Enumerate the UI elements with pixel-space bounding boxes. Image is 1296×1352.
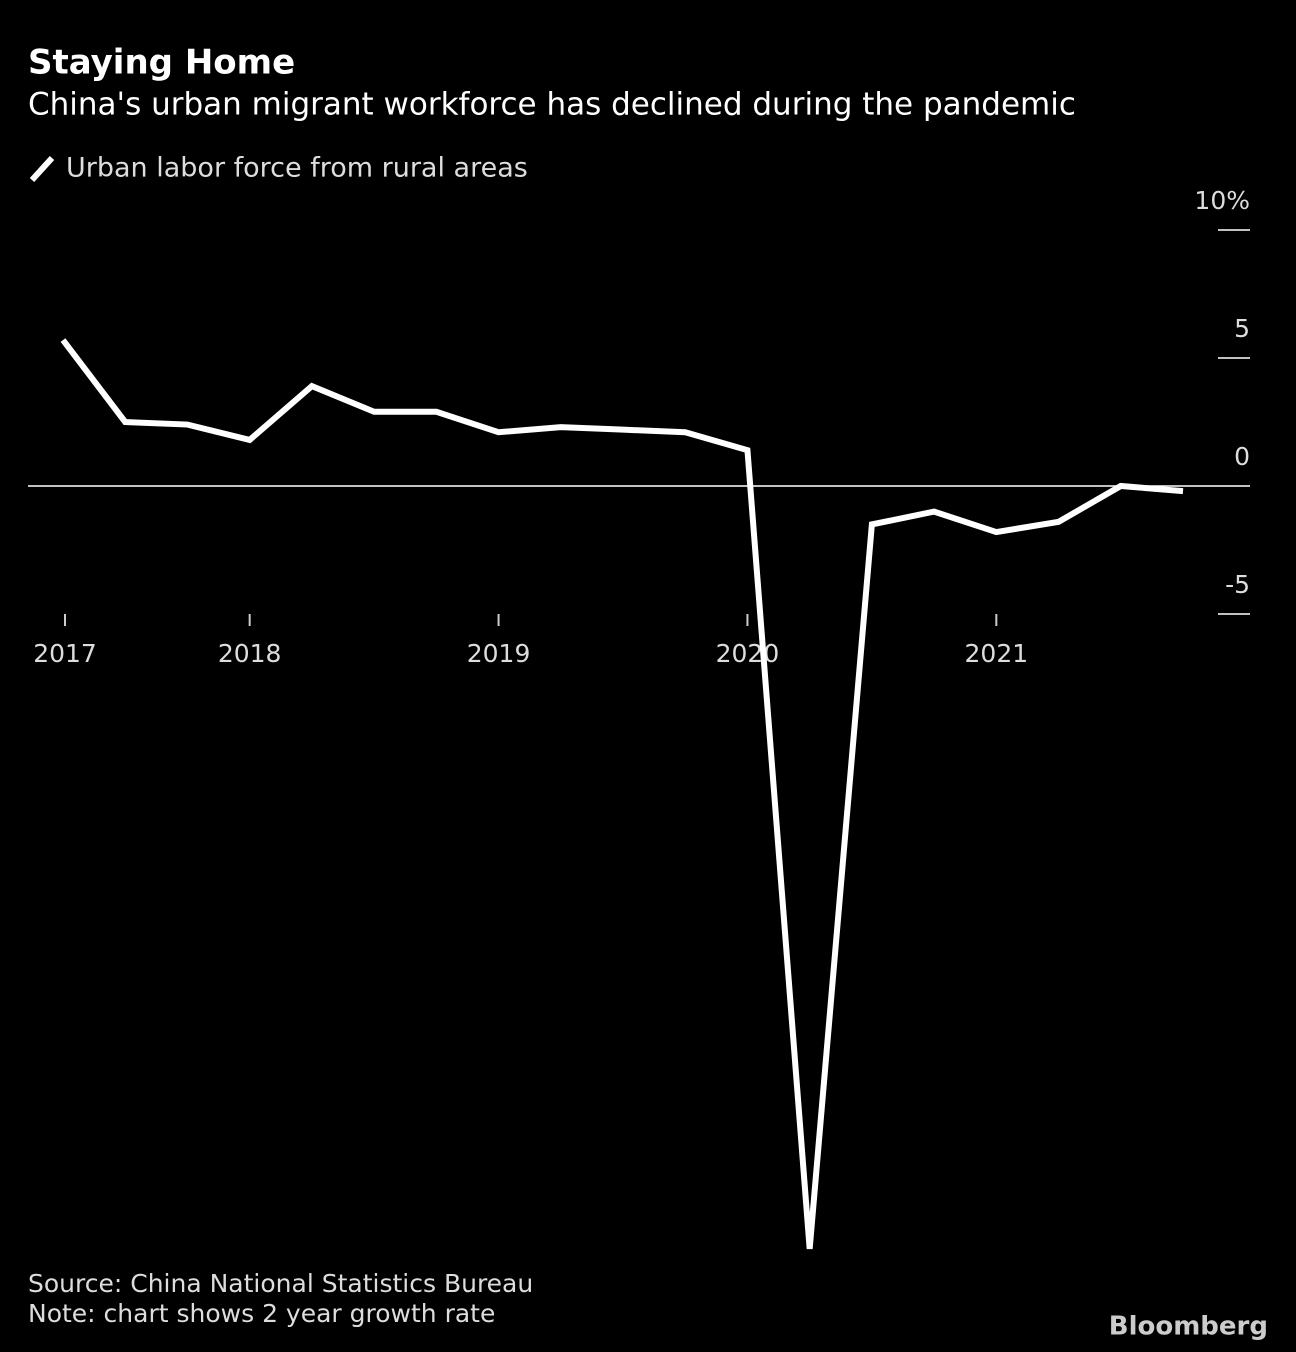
note: Note: chart shows 2 year growth rate bbox=[28, 1299, 495, 1328]
legend-icon bbox=[29, 155, 55, 183]
y-tick-label: 0 bbox=[1234, 442, 1250, 471]
y-tick-label: -5 bbox=[1225, 570, 1250, 599]
x-tick-label: 2017 bbox=[33, 639, 97, 668]
y-tick-label: 10% bbox=[1194, 186, 1250, 215]
source: Source: China National Statistics Bureau bbox=[28, 1269, 533, 1298]
x-tick-label: 2019 bbox=[467, 639, 531, 668]
x-tick-label: 2020 bbox=[716, 639, 780, 668]
x-tick-label: 2021 bbox=[965, 639, 1029, 668]
chart-subtitle: China's urban migrant workforce has decl… bbox=[28, 87, 1076, 123]
brand: Bloomberg bbox=[1109, 1312, 1268, 1342]
y-tick-label: 5 bbox=[1234, 314, 1250, 343]
series-line bbox=[60, 338, 1184, 1250]
x-tick-label: 2018 bbox=[218, 639, 282, 668]
chart-title: Staying Home bbox=[28, 43, 295, 83]
legend-label: Urban labor force from rural areas bbox=[66, 153, 528, 184]
